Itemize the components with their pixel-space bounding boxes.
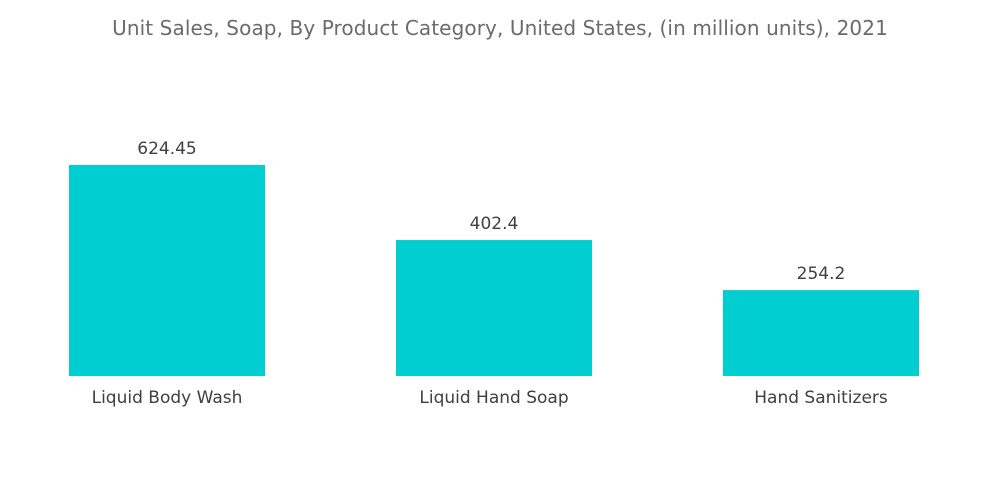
- value-label: 624.45: [137, 139, 196, 159]
- chart-title: Unit Sales, Soap, By Product Category, U…: [112, 16, 888, 40]
- bar-hand-sanitizers: [723, 290, 919, 376]
- category-label: Liquid Body Wash: [92, 388, 243, 408]
- category-label: Liquid Hand Soap: [419, 388, 568, 408]
- category-label: Hand Sanitizers: [754, 388, 888, 408]
- value-label: 254.2: [797, 264, 846, 284]
- bar-liquid-body-wash: [69, 165, 265, 376]
- bar-liquid-hand-soap: [396, 240, 592, 376]
- value-label: 402.4: [470, 214, 519, 234]
